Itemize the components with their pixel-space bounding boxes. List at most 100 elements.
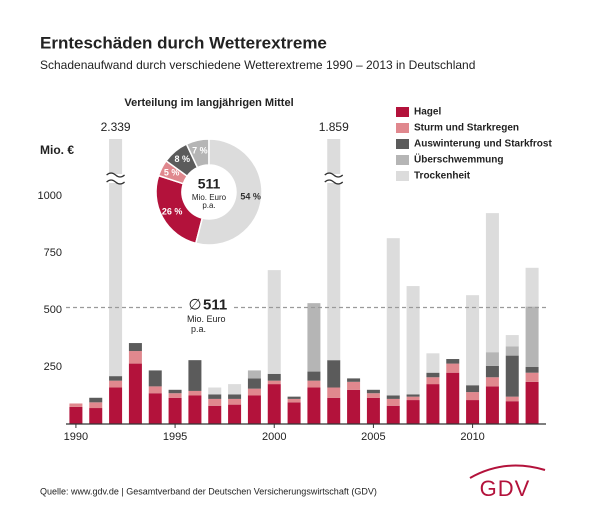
legend-swatch (396, 123, 409, 133)
y-tick-label: 750 (44, 247, 62, 259)
bar-segment (466, 392, 480, 401)
bar-segment (228, 384, 242, 395)
bar-segment (168, 397, 182, 424)
average-unit: Mio. Euro (187, 314, 226, 324)
logo: GDV (480, 476, 531, 501)
bar-segment (109, 376, 123, 381)
axis-break-line (106, 179, 125, 185)
donut-value-label: 7 % (192, 145, 208, 155)
bar-segment (466, 400, 480, 424)
bar-segment (366, 389, 380, 394)
legend-label: Trockenheit (414, 171, 471, 182)
bar-segment (525, 372, 539, 382)
bar-segment (307, 380, 321, 388)
bar-segment (148, 393, 162, 424)
bar-segment (525, 367, 539, 373)
bar-segment (485, 386, 499, 424)
bar-segment (347, 378, 361, 382)
bar-segment (406, 286, 420, 395)
bar-segment (426, 353, 440, 373)
x-tick-label: 2000 (262, 431, 286, 443)
average-symbol: ∅ (188, 296, 201, 313)
bar-segment (109, 387, 123, 424)
bar-segment (208, 387, 222, 395)
legend-label: Hagel (414, 107, 441, 118)
axis-break (108, 174, 124, 183)
legend-label: Überschwemmung (414, 153, 503, 166)
bar-segment (128, 343, 142, 352)
bar-segment (505, 396, 519, 402)
bar-segment (386, 398, 400, 406)
bar-segment (128, 363, 142, 424)
bar-segment (446, 359, 460, 364)
x-tick-label: 2010 (460, 431, 484, 443)
bar-segment (505, 355, 519, 397)
bar-segment (327, 387, 341, 398)
legend-swatch (396, 107, 409, 117)
bar-segment (89, 402, 103, 409)
bar-segment (89, 397, 103, 403)
legend-label: Sturm und Starkregen (414, 123, 519, 134)
bar-segment (208, 394, 222, 399)
bar-segment (446, 372, 460, 424)
bar-segment (69, 403, 83, 407)
bar-segment (109, 139, 123, 377)
bar-segment (466, 385, 480, 393)
bar-segment (347, 381, 361, 390)
bar-segment (247, 395, 261, 424)
x-tick-label: 2005 (361, 431, 385, 443)
y-axis-label: Mio. € (40, 143, 74, 157)
bar-segment (446, 363, 460, 373)
y-tick-label: 250 (44, 361, 62, 373)
bar-segment (287, 402, 301, 424)
y-tick-label: 500 (44, 304, 62, 316)
bar-segment (426, 372, 440, 378)
legend-swatch (396, 155, 409, 165)
bar-segment (307, 387, 321, 424)
bar-segment (109, 380, 123, 388)
bar-segment (247, 378, 261, 389)
bar-segment (386, 238, 400, 396)
x-tick-label: 1995 (163, 431, 187, 443)
y-tick-label: 1000 (38, 190, 62, 202)
bar-segment (406, 396, 420, 401)
donut-value-label: 54 % (240, 192, 261, 202)
axis-break-line (324, 172, 344, 178)
bar-segment (347, 389, 361, 424)
bar-segment (188, 360, 202, 391)
x-tick-label: 1990 (64, 431, 88, 443)
bar-segment (327, 139, 341, 361)
donut-value-label: 5 % (164, 167, 180, 177)
bar-segment (148, 386, 162, 394)
bar-segment (267, 373, 281, 381)
bar-segment (208, 398, 222, 406)
average-label: 511 (203, 296, 227, 313)
axis-break (326, 174, 342, 183)
bar-segment (505, 335, 519, 347)
bar-segment (287, 398, 301, 403)
bar-segment (89, 408, 103, 424)
bar-segment (366, 397, 380, 424)
donut-center-period: p.a. (202, 201, 215, 210)
axis-break-line (106, 172, 125, 178)
bar-segment (327, 360, 341, 388)
bar-segment (267, 380, 281, 385)
plot-area (69, 139, 539, 424)
bar-segment (128, 351, 142, 364)
bar-segment (307, 303, 321, 372)
bar-segment (386, 395, 400, 399)
bar-segment (406, 394, 420, 397)
bar-segment (188, 390, 202, 396)
bar-segment (426, 384, 440, 424)
bar-segment (386, 405, 400, 424)
bar-segment (485, 352, 499, 366)
bar-segment (327, 397, 341, 424)
bar-segment (505, 346, 519, 356)
bar-segment (525, 306, 539, 367)
donut-value-label: 26 % (162, 207, 183, 217)
bar-segment (307, 371, 321, 381)
donut-center-unit: Mio. Euro (192, 193, 227, 202)
donut-value-label: 8 % (174, 154, 190, 164)
bar-segment (525, 381, 539, 424)
